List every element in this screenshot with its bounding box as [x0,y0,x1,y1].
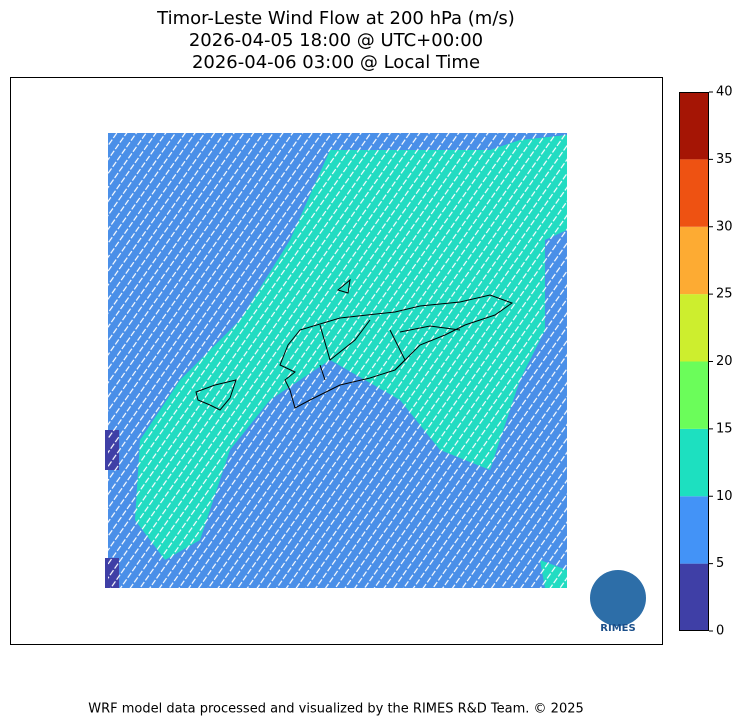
colorbar-segment [679,361,709,429]
colorbar-segment [679,159,709,227]
logo: RIMES [590,570,646,634]
colorbar-tick-label: 0 [716,624,724,639]
colorbar-tick-label: 15 [716,421,733,436]
colorbar-tick-label: 25 [716,287,733,302]
colorbar-segment [679,226,709,295]
coastline [195,278,514,411]
colorbar-segment [679,294,709,362]
title-line: 2026-04-05 18:00 @ UTC+00:00 [189,30,483,51]
colorbar-segment [679,428,709,497]
colorbar-segment [679,496,709,564]
title-line: Timor-Leste Wind Flow at 200 hPa (m/s) [156,8,515,29]
logo-text: RIMES [600,623,635,634]
title-line: 2026-04-06 03:00 @ Local Time [192,52,480,73]
wind-field [105,133,567,588]
colorbar-frame [679,92,709,631]
colorbar-segment [679,563,709,631]
footer: WRF model data processed and visualized … [88,702,584,717]
logo-circle [590,570,646,626]
colorbar: 0 5 10 15 20 25 30 35 40 [679,85,733,639]
colorbar-tick-label: 5 [716,556,724,571]
colorbar-tick-label: 35 [716,152,733,167]
colorbar-segment [679,92,709,160]
colorbar-tick-label: 40 [716,85,733,100]
colorbar-tick-label: 10 [716,489,733,504]
colorbar-tick-label: 20 [716,354,733,369]
colorbar-tick-label: 30 [716,219,733,234]
wind-arrows [108,133,567,588]
